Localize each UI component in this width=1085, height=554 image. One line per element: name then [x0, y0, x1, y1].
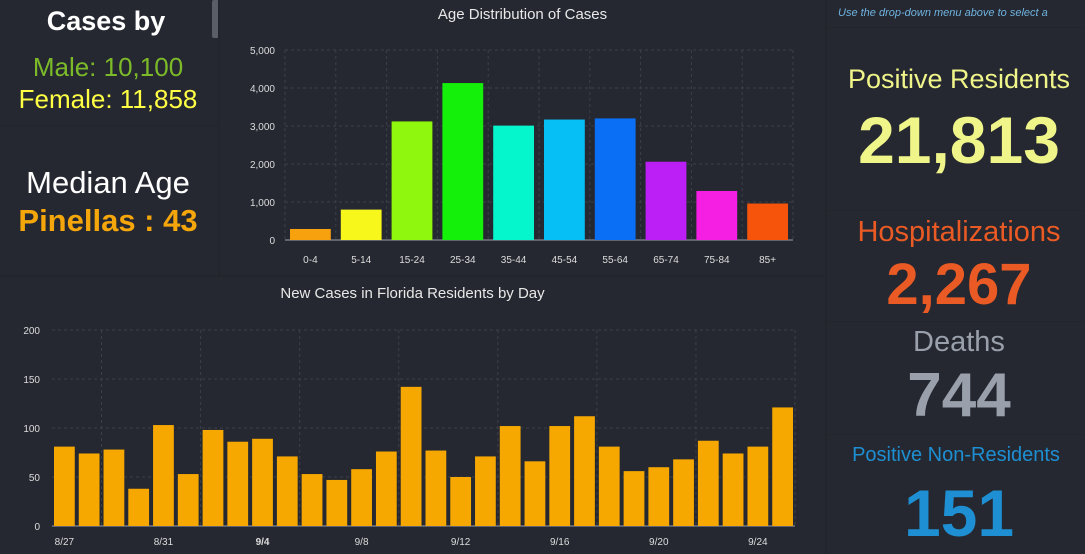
y-tick-label: 2,000 [250, 160, 275, 171]
non-residents-label: Positive Non-Residents [852, 444, 1060, 466]
x-tick-label: 55-64 [602, 255, 628, 266]
daily-bar [475, 456, 496, 526]
y-tick-label: 150 [23, 375, 40, 386]
y-tick-label: 4,000 [250, 84, 275, 95]
median-age-label: Median Age [26, 165, 190, 200]
bar-5-14 [340, 209, 382, 240]
daily-bar [301, 474, 323, 526]
daily-bar [549, 426, 571, 526]
bar-85+ [747, 203, 788, 240]
x-tick-label: 9/16 [550, 537, 570, 548]
non-residents-panel: Positive Non-Residents 151 [827, 435, 1085, 554]
y-tick-label: 5,000 [250, 46, 275, 57]
hospitalizations-panel: Hospitalizations 2,267 [827, 211, 1085, 321]
y-tick-label: 50 [29, 473, 41, 484]
daily-bar [623, 471, 645, 526]
daily-bar [524, 461, 546, 526]
deaths-panel: Deaths 744 [827, 322, 1085, 434]
x-tick-label: 65-74 [653, 255, 679, 266]
hospitalizations-label: Hospitalizations [857, 216, 1061, 248]
x-tick-label: 85+ [759, 255, 776, 266]
bar-15-24 [391, 121, 433, 240]
non-residents-value: 151 [903, 476, 1015, 550]
y-tick-label: 100 [23, 424, 40, 435]
daily-bar [177, 474, 199, 526]
bar-55-64 [594, 118, 636, 240]
x-tick-label: 9/12 [451, 537, 471, 548]
daily-bar [103, 449, 125, 526]
x-tick-label: 5-14 [351, 255, 371, 266]
deaths-label: Deaths [913, 326, 1005, 358]
daily-bar [276, 456, 298, 526]
male-count: Male: 10,100 [32, 52, 184, 82]
bar-65-74 [645, 161, 687, 240]
daily-cases-panel: New Cases in Florida Residents by Day 0 5… [0, 277, 825, 554]
x-tick-label: 45-54 [552, 255, 578, 266]
positive-residents-label: Positive Residents [847, 64, 1071, 94]
daily-bar [326, 479, 348, 526]
x-tick-label: 35-44 [501, 255, 527, 266]
daily-bar [128, 488, 150, 526]
bar-35-44 [493, 125, 534, 240]
age-chart-title: Age Distribution of Cases [437, 6, 608, 23]
daily-bar [425, 450, 447, 526]
daily-bar [78, 453, 100, 526]
daily-bar [351, 469, 372, 526]
positive-residents-value: 21,813 [858, 103, 1060, 177]
daily-bar [252, 438, 273, 526]
x-tick-label: 75-84 [704, 255, 730, 266]
positive-residents-panel: Positive Residents 21,813 [827, 28, 1085, 210]
scrollbar[interactable] [212, 0, 218, 38]
y-tick-label: 3,000 [250, 122, 275, 133]
daily-bar [499, 426, 521, 526]
daily-bar [54, 446, 75, 526]
bar-0-4 [290, 228, 331, 240]
x-tick-label: 8/31 [154, 537, 174, 548]
bar-45-54 [544, 119, 585, 240]
x-tick-label: 0-4 [303, 255, 318, 266]
median-age-panel: Median Age Pinellas : 43 [0, 127, 218, 275]
median-age-value: Pinellas : 43 [18, 203, 198, 238]
daily-bar [722, 453, 744, 526]
daily-bar [574, 416, 595, 526]
y-tick-label: 0 [34, 522, 40, 533]
y-tick-label: 1,000 [250, 198, 275, 209]
daily-bar [227, 441, 249, 526]
bar-75-84 [696, 190, 738, 240]
daily-bar [648, 467, 670, 526]
dropdown-note: Use the drop-down menu above to select a [838, 7, 1048, 19]
daily-bar [598, 446, 620, 526]
x-tick-label: 9/24 [748, 537, 768, 548]
age-distribution-chart: 0 1,000 2,000 3,000 4,000 5,000 0-4 5-14 15-24 25… [250, 46, 794, 266]
x-tick-label: 9/8 [355, 537, 369, 548]
y-tick-label: 0 [269, 236, 275, 247]
note-panel: Use the drop-down menu above to select a [827, 0, 1085, 27]
daily-cases-chart: 0 50 100 150 200 8/27 8/31 9/4 9/8 9/12 9/16 9/20 9/… [23, 326, 796, 548]
x-tick-label: 8/27 [55, 537, 75, 548]
daily-bar [375, 451, 397, 526]
hospitalizations-value: 2,267 [886, 252, 1032, 317]
daily-bar [772, 407, 793, 526]
cases-by-title: Cases by [46, 6, 166, 36]
x-tick-label: 15-24 [399, 255, 425, 266]
y-tick-label: 200 [23, 326, 40, 337]
daily-bar [202, 429, 224, 526]
x-tick-label: 9/4 [256, 537, 270, 548]
female-count: Female: 11,858 [18, 84, 198, 114]
cases-by-panel: Cases by Male: 10,100 Female: 11,858 [0, 0, 218, 125]
daily-bar [747, 446, 769, 526]
x-tick-label: 9/20 [649, 537, 669, 548]
daily-bar [697, 440, 719, 526]
daily-chart-title: New Cases in Florida Residents by Day [280, 285, 545, 302]
bar-25-34 [442, 83, 484, 240]
age-distribution-panel: Age Distribution of Cases 0 1,000 2,000 3,0… [220, 0, 825, 275]
daily-bar [153, 425, 174, 526]
x-tick-label: 25-34 [450, 255, 476, 266]
daily-bar [400, 386, 422, 526]
deaths-value: 744 [907, 361, 1011, 430]
daily-bar [673, 459, 694, 526]
daily-bar [450, 477, 472, 526]
